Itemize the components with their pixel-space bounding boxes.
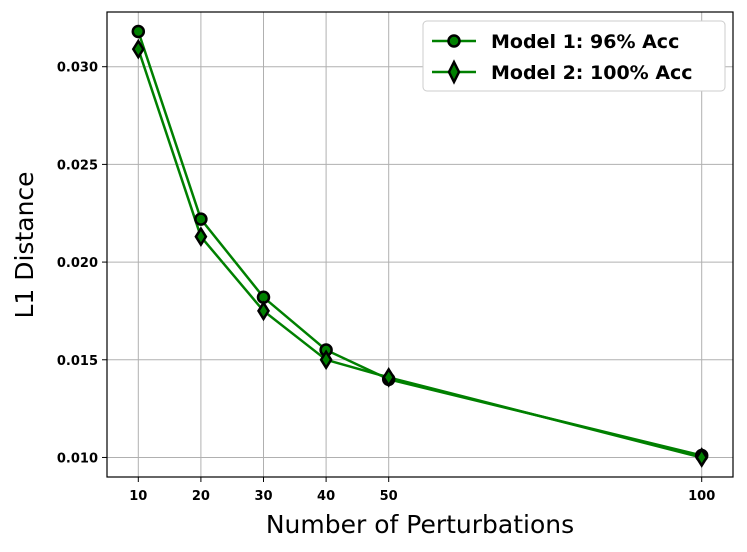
x-axis-title: Number of Perturbations [266,510,574,539]
data-point-model-2 [382,366,396,388]
y-tick-label: 0.010 [57,451,98,466]
data-point-model-1 [194,212,208,226]
data-point-model-2 [194,226,208,248]
data-point-model-1 [131,24,146,39]
axis-ticks: 10 20 30 40 50 100 0.010 0.015 0.020 0.025 0.030 [57,61,715,504]
legend-marker-model-2 [447,59,461,85]
legend-marker-model-1 [447,34,461,48]
plot-area [106,11,734,478]
y-tick-label: 0.025 [57,158,98,173]
x-tick-label: 20 [192,489,210,504]
data-point-model-2 [319,349,333,371]
x-tick-label: 40 [317,489,335,504]
x-tick-label: 10 [129,489,147,504]
legend: Model 1: 96% Acc Model 2: 100% Acc [422,20,726,92]
data-point-model-2 [695,447,709,468]
legend-box [422,20,726,92]
x-tick-label: 50 [380,489,398,504]
y-tick-label: 0.015 [57,354,98,369]
data-point-model-2 [257,300,270,322]
x-tick-label: 100 [688,489,715,504]
series-group [131,24,709,468]
series-line-model-2 [137,48,703,459]
legend-label-model-1: Model 1: 96% Acc [491,31,679,53]
y-axis-title: L1 Distance [10,171,39,318]
data-point-model-2 [131,38,145,60]
legend-label-model-2: Model 2: 100% Acc [491,62,693,84]
y-tick-label: 0.030 [57,61,98,76]
x-tick-label: 30 [254,489,272,504]
y-tick-label: 0.020 [57,256,98,271]
